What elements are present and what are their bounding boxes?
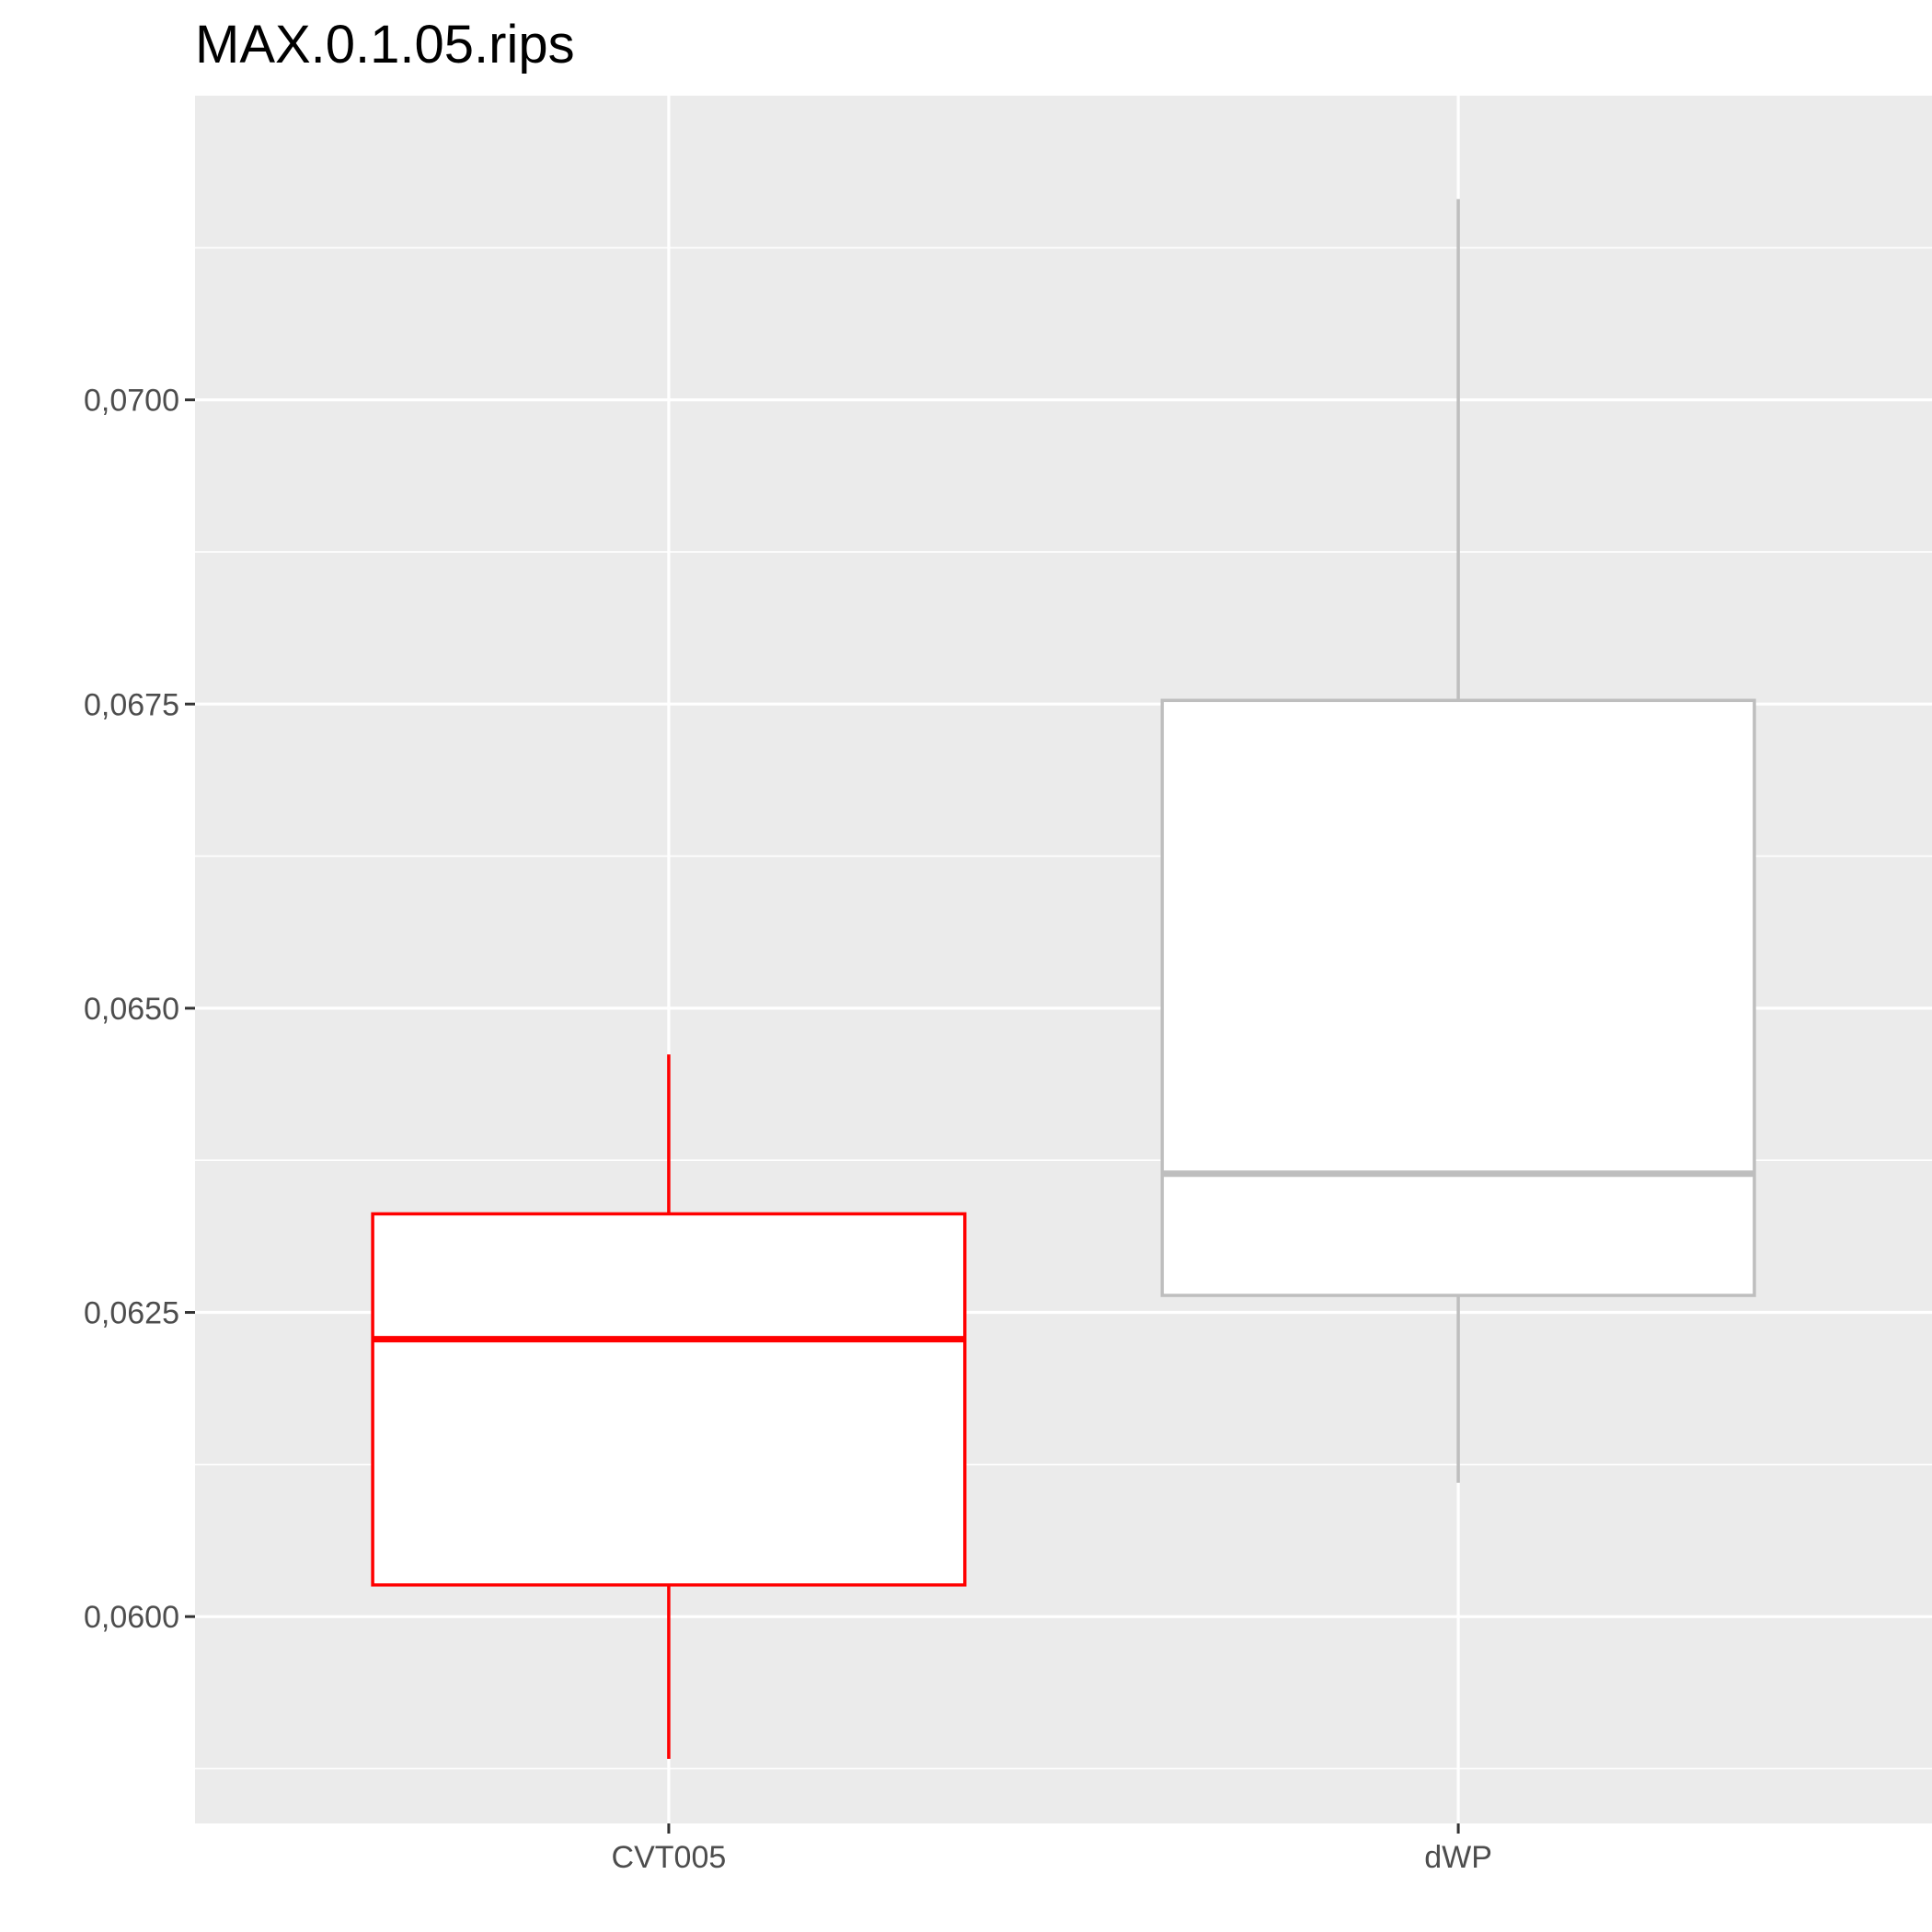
y-tick-label: 0,0650 — [84, 992, 179, 1027]
box-iqr — [371, 1212, 967, 1587]
y-tick-label: 0,0700 — [84, 384, 179, 419]
x-axis: CVT005 dWP — [612, 1823, 1492, 1875]
boxplot-series — [371, 199, 1756, 1759]
x-tick-label: dWP — [1424, 1840, 1492, 1875]
box-CVT005 — [371, 1054, 967, 1759]
y-tick-label: 0,0675 — [84, 687, 179, 722]
y-tick-label: 0,0625 — [84, 1296, 179, 1331]
chart-title: MAX.0.1.05.rips — [195, 15, 575, 75]
y-axis: 0,0600 0,0625 0,0650 0,0675 0,0700 — [84, 384, 195, 1635]
box-dWP — [1160, 199, 1756, 1483]
x-tick-label: CVT005 — [612, 1840, 727, 1875]
y-tick-label: 0,0600 — [84, 1600, 179, 1635]
box-iqr — [1160, 698, 1756, 1297]
